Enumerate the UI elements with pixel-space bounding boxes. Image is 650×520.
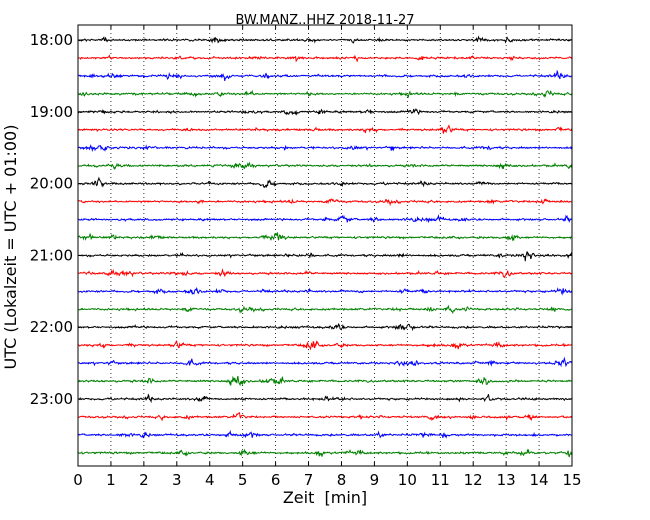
trace-2330 <box>77 429 573 439</box>
x-tick-label: 13 <box>497 471 516 489</box>
trace-1945 <box>77 161 573 171</box>
trace-2115 <box>77 268 573 279</box>
x-tick-label: 1 <box>106 471 116 489</box>
trace-1915 <box>77 124 573 134</box>
y-axis-label: UTC (Lokalzeit = UTC + 01:00) <box>1 125 20 370</box>
trace-2130 <box>77 286 573 296</box>
x-tick-label: 4 <box>205 471 215 489</box>
trace-1830 <box>77 69 573 82</box>
x-tick-label: 15 <box>562 471 581 489</box>
y-tick-label: 21:00 <box>30 246 73 264</box>
x-tick-label: 5 <box>238 471 248 489</box>
trace-1800 <box>77 35 573 44</box>
trace-2045 <box>77 232 573 242</box>
x-grid <box>110 25 540 466</box>
y-tick-label: 23:00 <box>30 390 73 408</box>
x-tick-label: 14 <box>530 471 549 489</box>
x-tick-label: 6 <box>271 471 281 489</box>
trace-2200 <box>77 323 573 332</box>
trace-1845 <box>77 89 573 98</box>
x-tick-label: 11 <box>431 471 450 489</box>
x-tick-label: 9 <box>370 471 380 489</box>
y-tick-label: 19:00 <box>30 103 73 121</box>
trace-1900 <box>77 108 573 116</box>
y-axis: 18:00 19:00 20:00 21:00 22:00 23:00 <box>30 31 572 408</box>
x-tick-label: 10 <box>398 471 417 489</box>
trace-2245 <box>77 375 573 387</box>
x-tick-label: 0 <box>73 471 83 489</box>
trace-2300 <box>77 393 573 404</box>
x-tick-label: 2 <box>139 471 149 489</box>
trace-2000 <box>77 176 573 189</box>
trace-2215 <box>77 339 573 351</box>
x-tick-label: 8 <box>337 471 347 489</box>
y-tick-label: 20:00 <box>30 175 73 193</box>
chart-title: BW.MANZ..HHZ 2018-11-27 <box>235 13 414 28</box>
trace-1930 <box>77 144 573 153</box>
trace-2100 <box>77 251 573 262</box>
trace-2015 <box>77 198 573 207</box>
x-tick-label: 3 <box>172 471 182 489</box>
x-axis-label: Zeit [min] <box>283 488 367 507</box>
trace-2345 <box>77 448 573 458</box>
y-tick-label: 18:00 <box>30 31 73 49</box>
seismic-traces <box>77 35 573 458</box>
trace-1815 <box>77 54 573 63</box>
trace-2030 <box>77 214 573 224</box>
x-tick-label: 12 <box>464 471 483 489</box>
y-tick-label: 22:00 <box>30 318 73 336</box>
trace-2230 <box>77 356 573 368</box>
plot-frame <box>77 24 573 467</box>
x-axis: 0 1 2 3 4 5 6 7 8 9 10 11 12 13 14 15 <box>73 25 582 489</box>
x-tick-label: 7 <box>304 471 314 489</box>
trace-2315 <box>77 412 573 422</box>
trace-2145 <box>77 304 573 314</box>
